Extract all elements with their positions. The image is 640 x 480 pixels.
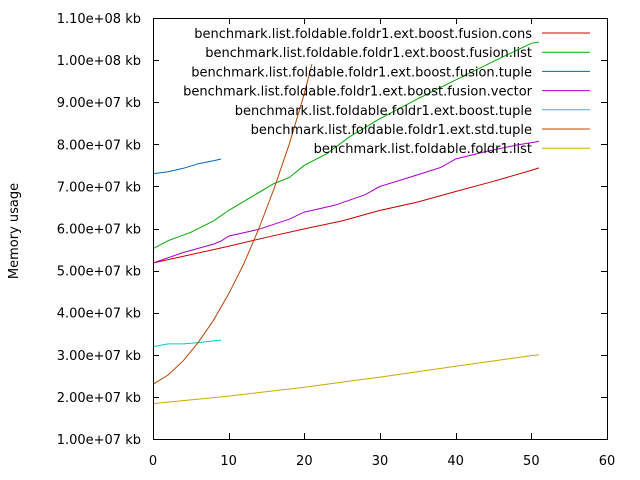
y-tick-label-2: 3.00e+07 kb bbox=[57, 349, 141, 364]
series-line-3 bbox=[152, 140, 539, 264]
legend-label-2: benchmark.list.foldable.foldr1.ext.boost… bbox=[191, 65, 532, 80]
y-tick-label-7: 8.00e+07 kb bbox=[57, 138, 141, 153]
y-tick-label-1: 2.00e+07 kb bbox=[57, 391, 141, 406]
series-line-2 bbox=[152, 158, 222, 175]
series-line-4 bbox=[152, 339, 222, 348]
legend-label-6: benchmark.list.foldable.foldr1.list bbox=[314, 142, 532, 157]
series-line-6 bbox=[152, 354, 539, 405]
ticks-layer: 1.00e+07 kb 2.00e+07 kb 3.00e+07 kb 4.00e+0… bbox=[57, 12, 616, 469]
y-tick-label-9: 1.00e+08 kb bbox=[57, 54, 141, 69]
legend-label-1: benchmark.list.foldable.foldr1.ext.boost… bbox=[205, 46, 532, 61]
y-tick-label-0: 1.00e+07 kb bbox=[57, 433, 141, 448]
series-layer bbox=[152, 41, 540, 405]
legend-label-0: benchmark.list.foldable.foldr1.ext.boost… bbox=[194, 27, 532, 42]
legend-label-4: benchmark.list.foldable.foldr1.ext.boost… bbox=[235, 104, 532, 119]
legend-label-5: benchmark.list.foldable.foldr1.ext.std.t… bbox=[251, 123, 532, 138]
y-tick-label-10: 1.10e+08 kb bbox=[57, 12, 141, 27]
x-tick-label-6: 60 bbox=[599, 454, 616, 469]
y-axis-label: Memory usage bbox=[7, 183, 22, 279]
x-tick-label-4: 40 bbox=[447, 454, 464, 469]
y-tick-label-8: 9.00e+07 kb bbox=[57, 96, 141, 111]
legend: benchmark.list.foldable.foldr1.ext.boost… bbox=[183, 27, 590, 157]
series-line-1 bbox=[152, 41, 539, 250]
x-tick-label-3: 30 bbox=[372, 454, 389, 469]
x-tick-label-0: 0 bbox=[149, 454, 157, 469]
x-tick-label-1: 10 bbox=[220, 454, 237, 469]
x-tick-label-2: 20 bbox=[296, 454, 313, 469]
series-line-0 bbox=[152, 167, 540, 264]
legend-label-3: benchmark.list.foldable.foldr1.ext.boost… bbox=[183, 85, 533, 100]
y-tick-label-4: 5.00e+07 kb bbox=[57, 265, 141, 280]
x-tick-label-5: 50 bbox=[523, 454, 540, 469]
y-tick-label-5: 6.00e+07 kb bbox=[57, 223, 141, 238]
plot-frame bbox=[153, 18, 608, 440]
y-tick-label-3: 4.00e+07 kb bbox=[57, 307, 141, 322]
y-tick-label-6: 7.00e+07 kb bbox=[57, 180, 141, 195]
series-line-5 bbox=[152, 64, 313, 385]
